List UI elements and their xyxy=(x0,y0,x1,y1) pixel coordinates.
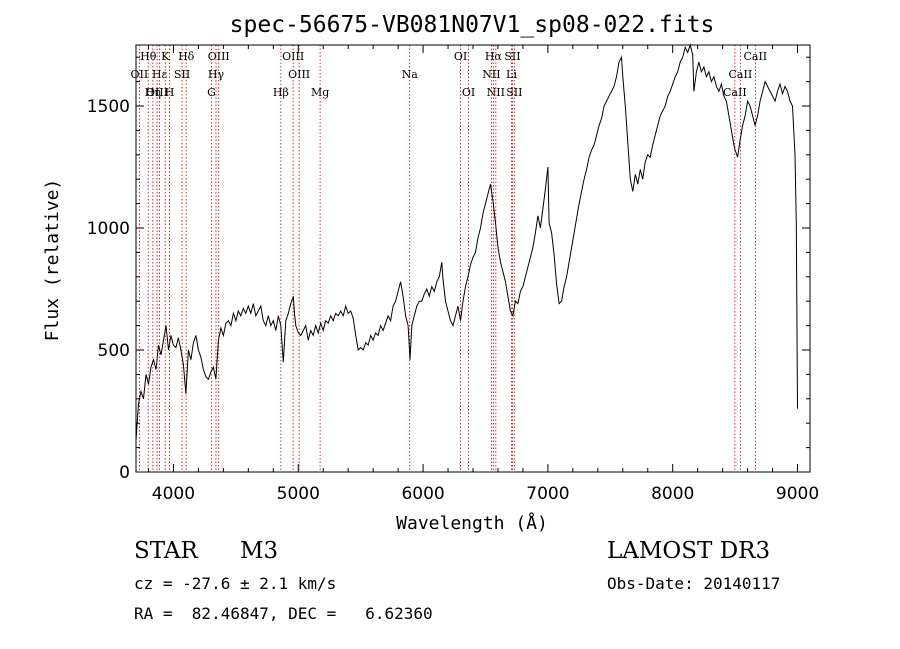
y-tick-label-0: 0 xyxy=(119,463,130,483)
chart-title: spec-56675-VB081N07V1_sp08-022.fits xyxy=(230,12,715,38)
line-label-23: Li xyxy=(506,68,517,81)
y-tick-label-1500: 1500 xyxy=(87,97,130,117)
line-label-2: OIII xyxy=(146,86,168,99)
x-tick-label-8000: 8000 xyxy=(651,484,694,504)
x-axis-ticks: 4000 5000 6000 7000 8000 9000 xyxy=(147,45,819,504)
flux-line xyxy=(135,43,798,441)
line-label-4: Hη xyxy=(145,86,161,99)
line-label-21: NII xyxy=(487,86,505,99)
line-label-6: SII xyxy=(174,68,190,81)
x-tick-label-6000: 6000 xyxy=(401,484,444,504)
line-labels-group: Hθ OII OIII Hε Hη K SII H Hδ OIII Hγ G OIII OIII Hβ Mg N… xyxy=(131,50,768,99)
line-label-18: OI xyxy=(462,86,475,99)
line-label-7: H xyxy=(165,86,175,99)
line-label-22: SII xyxy=(504,50,520,63)
line-label-13: OIII xyxy=(288,68,310,81)
line-label-10: Hγ xyxy=(208,68,225,81)
y-tick-label-500: 500 xyxy=(98,341,130,361)
survey-name: LAMOST DR3 xyxy=(607,538,771,564)
redshift-cz: cz = -27.6 ± 2.1 km/s xyxy=(134,574,337,593)
x-tick-label-5000: 5000 xyxy=(277,484,320,504)
line-label-24: SII xyxy=(506,86,522,99)
y-tick-label-1000: 1000 xyxy=(87,219,130,239)
line-label-12: OIII xyxy=(282,50,304,63)
y-axis-ticks: 0 500 1000 1500 xyxy=(87,56,810,483)
line-label-16: Na xyxy=(402,68,419,81)
subclass: M3 xyxy=(240,538,279,564)
line-label-27: CaII xyxy=(723,86,747,99)
line-label-15: Mg xyxy=(311,86,329,99)
object-class: STAR xyxy=(134,538,198,564)
x-tick-label-9000: 9000 xyxy=(776,484,819,504)
x-tick-label-4000: 4000 xyxy=(152,484,195,504)
x-tick-label-7000: 7000 xyxy=(526,484,569,504)
line-label-25: CaII xyxy=(743,50,767,63)
line-label-11: G xyxy=(207,86,216,99)
line-label-20: NII xyxy=(482,68,500,81)
obs-date: Obs-Date: 20140117 xyxy=(607,574,781,593)
line-label-0: Hθ xyxy=(140,50,157,63)
emission-lines-group xyxy=(138,45,756,472)
line-label-9: OIII xyxy=(208,50,230,63)
line-label-3: Hε xyxy=(152,68,168,81)
line-label-26: CaII xyxy=(729,68,753,81)
y-axis-label: Flux (relative) xyxy=(42,179,63,342)
line-label-14: Hβ xyxy=(273,86,289,99)
line-label-1: OII xyxy=(131,68,149,81)
x-axis-label: Wavelength (Å) xyxy=(396,512,548,534)
line-label-8: Hδ xyxy=(178,50,195,63)
line-label-19: Hα xyxy=(485,50,503,63)
coordinates: RA = 82.46847, DEC = 6.62360 xyxy=(134,604,433,623)
line-label-5: K xyxy=(161,50,170,63)
line-label-17: OI xyxy=(454,50,467,63)
